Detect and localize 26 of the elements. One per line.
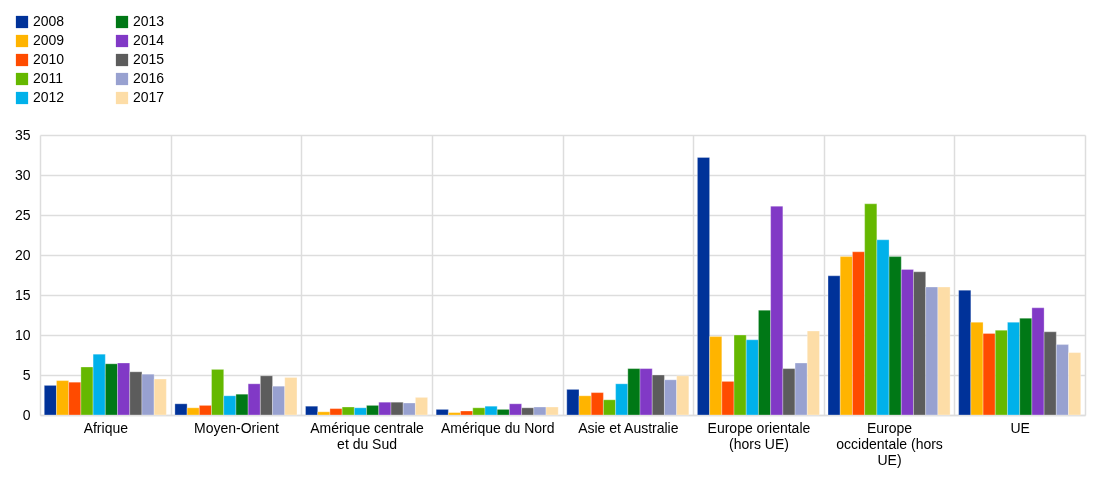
legend-label: 2013 [133, 13, 165, 29]
x-tick-label: Moyen-Orient [194, 419, 279, 436]
legend-label: 2017 [133, 89, 165, 105]
legend-label: 2009 [33, 32, 65, 48]
legend-label: 2012 [33, 89, 65, 105]
y-tick-label: 25 [14, 206, 31, 223]
y-tick-label: 15 [14, 286, 31, 303]
y-tick-label: 0 [22, 406, 31, 423]
legend-label: 2014 [133, 32, 165, 48]
legend-label: 2011 [33, 70, 64, 86]
y-tick-label: 20 [14, 246, 31, 263]
legend-label: 2008 [33, 13, 65, 29]
x-tick-label: Asie et Australie [578, 419, 679, 436]
x-tick-label: UE [1010, 419, 1030, 436]
x-tick-label: Europe orientale (hors UE) [707, 419, 811, 452]
y-tick-label: 10 [14, 326, 31, 343]
legend-label: 2016 [133, 70, 165, 86]
x-tick-label: Afrique [83, 419, 129, 436]
y-tick-label: 30 [14, 166, 31, 183]
x-tick-label: Amérique centrale et du Sud [310, 419, 425, 452]
y-tick-label: 5 [22, 366, 31, 383]
x-tick-label: Amérique du Nord [440, 419, 555, 436]
legend-label: 2010 [33, 51, 65, 67]
legend-label: 2015 [133, 51, 165, 67]
y-tick-label: 35 [14, 126, 31, 143]
x-tick-label: Europe occidentale (hors UE) [836, 419, 943, 468]
